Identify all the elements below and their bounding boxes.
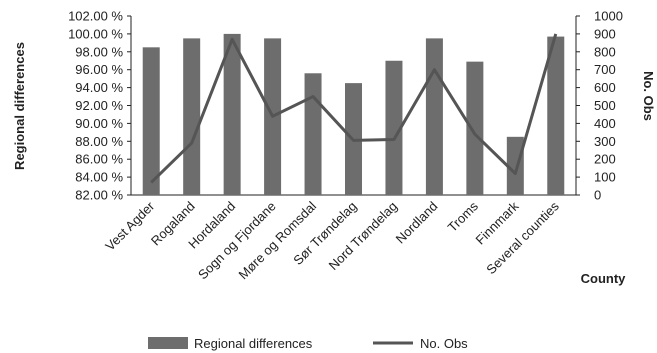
left-tick-label: 96.00 %	[75, 62, 123, 77]
x-axis-title: County	[581, 271, 627, 286]
left-axis-ticks: 82.00 % 84.00 % 86.00 % 88.00 % 90.00 % 92.00…	[68, 9, 131, 203]
bar	[385, 60, 403, 195]
left-tick-label: 100.00 %	[68, 26, 123, 41]
right-tick-label: 600	[594, 80, 616, 95]
right-tick-label: 800	[594, 44, 616, 59]
bar	[425, 38, 443, 195]
left-tick-label: 86.00 %	[75, 152, 123, 167]
legend-label-line: No. Obs	[420, 336, 468, 351]
left-tick-label: 82.00 %	[75, 188, 123, 203]
bar	[183, 38, 201, 195]
bar	[304, 73, 322, 195]
legend-swatch-bars	[148, 337, 188, 349]
bar-series	[142, 33, 565, 196]
right-tick-label: 700	[594, 62, 616, 77]
left-tick-label: 88.00 %	[75, 134, 123, 149]
bar	[547, 36, 565, 196]
legend-label-bars: Regional differences	[194, 336, 313, 351]
left-tick-label: 102.00 %	[68, 9, 123, 24]
category-label: Troms	[445, 198, 482, 235]
right-tick-label: 200	[594, 152, 616, 167]
left-tick-label: 92.00 %	[75, 98, 123, 113]
right-tick-label: 500	[594, 98, 616, 113]
left-tick-label: 90.00 %	[75, 116, 123, 131]
right-tick-label: 1000	[594, 9, 623, 24]
y-axis-title: Regional differences	[12, 42, 27, 170]
y2-axis-title: No. Obs	[641, 71, 656, 121]
line-series	[150, 33, 558, 184]
bar	[506, 136, 524, 195]
right-tick-label: 900	[594, 26, 616, 41]
right-tick-label: 300	[594, 134, 616, 149]
category-label: Nordland	[393, 199, 441, 247]
right-tick-label: 400	[594, 116, 616, 131]
category-label: Several counties	[483, 198, 562, 277]
bar	[223, 33, 241, 196]
bar	[142, 47, 160, 196]
right-tick-label: 0	[594, 188, 601, 203]
left-tick-label: 84.00 %	[75, 170, 123, 185]
right-axis-ticks: 0 100 200 300 400 500 600 700 800 900 1000	[576, 9, 623, 203]
left-tick-label: 94.00 %	[75, 80, 123, 95]
bar	[466, 61, 484, 195]
right-tick-label: 100	[594, 170, 616, 185]
legend: Regional differences No. Obs	[148, 336, 468, 351]
left-tick-label: 98.00 %	[75, 44, 123, 59]
category-label: Vest Agder	[102, 198, 158, 254]
